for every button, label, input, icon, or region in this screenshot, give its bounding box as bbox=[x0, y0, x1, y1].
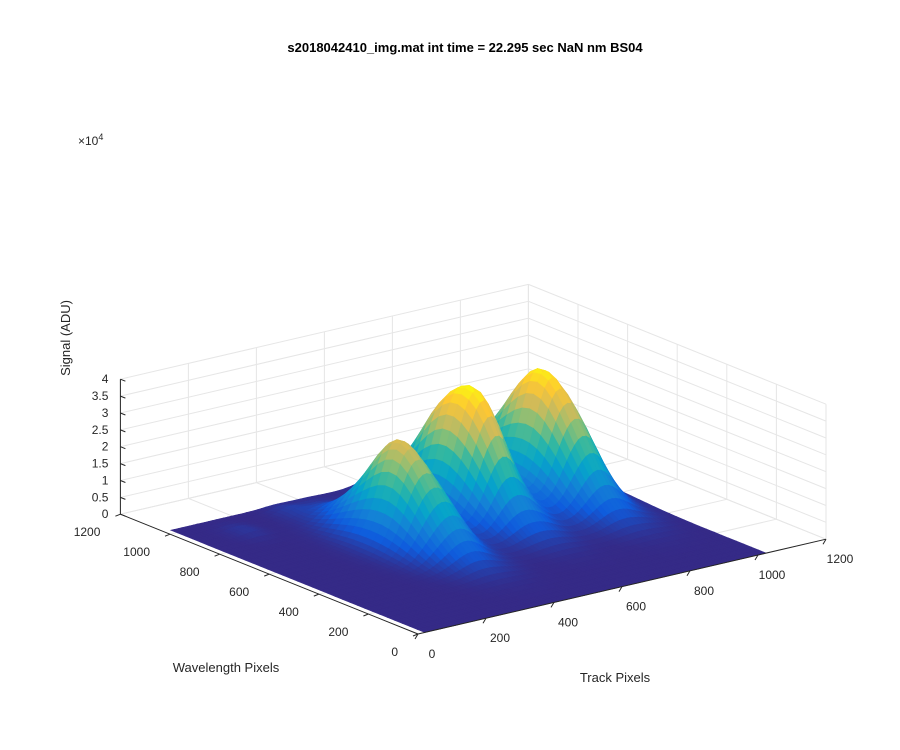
z-exponent-label: ×104 bbox=[78, 132, 103, 148]
chart-title: s2018042410_img.mat int time = 22.295 se… bbox=[287, 40, 643, 55]
y-tick-label: 0 bbox=[391, 645, 398, 659]
z-axis-label: Signal (ADU) bbox=[58, 300, 73, 376]
z-tick-mark bbox=[120, 378, 126, 382]
grid-line bbox=[528, 300, 827, 422]
x-tick-mark bbox=[754, 554, 759, 561]
z-tick-mark bbox=[120, 446, 126, 450]
x-tick-label: 1200 bbox=[827, 552, 854, 566]
surface bbox=[169, 368, 768, 633]
y-tick-label: 200 bbox=[328, 625, 348, 639]
y-tick-mark bbox=[412, 633, 419, 637]
x-tick-mark bbox=[550, 602, 555, 608]
x-tick-mark bbox=[482, 617, 487, 624]
x-tick-mark bbox=[822, 538, 827, 545]
x-tick-mark bbox=[686, 570, 691, 577]
grid-line bbox=[528, 368, 827, 490]
z-tick-label: 3.5 bbox=[92, 389, 109, 403]
y-tick-label: 400 bbox=[279, 605, 299, 619]
y-axis-label: Wavelength Pixels bbox=[173, 660, 280, 675]
x-axis-label: Track Pixels bbox=[580, 670, 651, 685]
z-tick-mark bbox=[120, 513, 126, 517]
z-tick-mark bbox=[120, 429, 126, 433]
y-tick-label: 1000 bbox=[123, 545, 150, 559]
y-tick-label: 800 bbox=[180, 565, 200, 579]
grid-line bbox=[528, 283, 827, 405]
x-tick-label: 200 bbox=[490, 631, 510, 645]
y-tick-mark bbox=[313, 593, 319, 597]
z-tick-mark bbox=[120, 496, 126, 500]
z-tick-mark bbox=[120, 395, 126, 399]
x-tick-mark bbox=[618, 586, 623, 592]
x-tick-label: 600 bbox=[626, 600, 646, 614]
z-tick-mark bbox=[120, 480, 126, 483]
grid-line bbox=[120, 368, 529, 465]
z-tick-mark bbox=[120, 412, 126, 416]
x-tick-label: 800 bbox=[694, 584, 714, 598]
z-tick-label: 1.5 bbox=[92, 457, 109, 471]
z-tick-label: 3 bbox=[102, 406, 109, 420]
grid-line bbox=[120, 317, 529, 414]
y-tick-mark bbox=[363, 613, 369, 617]
z-tick-label: 4 bbox=[102, 372, 109, 386]
y-tick-label: 600 bbox=[229, 585, 249, 599]
grid-line bbox=[528, 334, 827, 456]
x-tick-mark bbox=[414, 633, 419, 640]
grid-line bbox=[120, 351, 529, 448]
z-tick-mark bbox=[120, 463, 126, 467]
y-tick-mark bbox=[164, 533, 171, 537]
x-tick-label: 0 bbox=[429, 647, 436, 661]
grid-line bbox=[120, 334, 529, 431]
x-tick-label: 1000 bbox=[759, 568, 786, 582]
grid-line bbox=[120, 300, 529, 397]
grid-line bbox=[528, 385, 827, 506]
y-tick-mark bbox=[115, 513, 121, 517]
y-tick-label: 1200 bbox=[74, 525, 101, 539]
tick-labels: 0200400600800100012000200400600800100012… bbox=[74, 372, 854, 661]
z-tick-label: 1 bbox=[102, 474, 109, 488]
grid-line bbox=[528, 351, 827, 473]
grid-line bbox=[120, 283, 529, 380]
y-tick-mark bbox=[214, 553, 220, 557]
grid-line bbox=[528, 317, 827, 439]
z-tick-label: 2.5 bbox=[92, 423, 109, 437]
y-tick-mark bbox=[264, 573, 270, 577]
z-tick-label: 0 bbox=[102, 507, 109, 521]
x-tick-label: 400 bbox=[558, 615, 578, 629]
z-tick-label: 2 bbox=[102, 440, 109, 454]
z-tick-label: 0.5 bbox=[92, 490, 109, 504]
